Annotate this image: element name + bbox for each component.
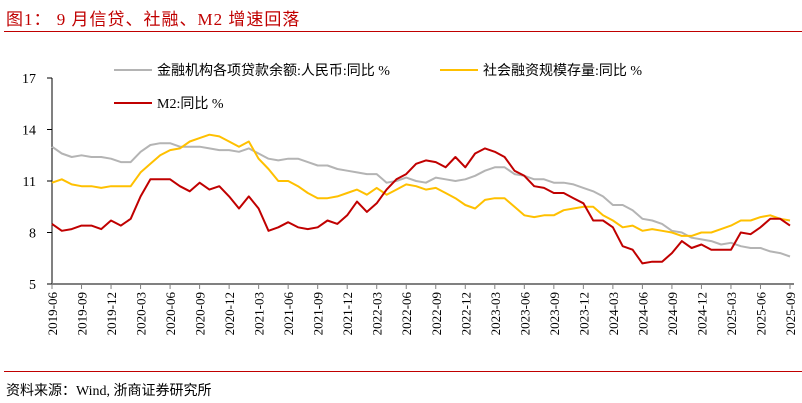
- x-tick-label: 2024-06: [635, 292, 650, 336]
- x-tick-label: 2020-12: [222, 292, 237, 335]
- x-tick-label: 2019-09: [75, 292, 90, 335]
- x-tick-label: 2025-06: [753, 292, 768, 336]
- x-tick-label: 2024-12: [694, 292, 709, 335]
- footer-divider: [4, 371, 802, 372]
- x-tick-label: 2024-09: [665, 292, 680, 335]
- x-tick-label: 2025-09: [783, 292, 798, 335]
- y-tick-label: 8: [29, 227, 36, 242]
- series-line-1: [51, 133, 791, 237]
- x-tick-label: 2019-06: [45, 292, 60, 336]
- x-tick-label: 2020-06: [163, 292, 178, 336]
- y-tick-label: 14: [22, 124, 36, 139]
- x-tick-label: 2023-09: [547, 292, 562, 335]
- x-tick-label: 2022-03: [370, 292, 385, 335]
- legend-label: M2:同比 %: [157, 96, 224, 112]
- y-tick-label: 11: [23, 175, 36, 190]
- x-tick-label: 2021-12: [340, 292, 355, 335]
- x-tick-label: 2022-06: [399, 292, 414, 336]
- title-divider: [4, 31, 802, 32]
- x-tick-label: 2020-09: [193, 292, 208, 335]
- x-tick-label: 2023-12: [576, 292, 591, 335]
- x-tick-label: 2023-06: [517, 292, 532, 336]
- chart-title: 图1： 9 月信贷、社融、M2 增速回落: [6, 10, 301, 29]
- x-tick-label: 2020-03: [134, 292, 149, 335]
- legend-label: 社会融资规模存量:同比 %: [483, 63, 642, 79]
- x-tick-label: 2023-03: [488, 292, 503, 335]
- series-line-2: [51, 147, 791, 265]
- series-line-0: [51, 142, 791, 258]
- x-tick-label: 2022-09: [429, 292, 444, 335]
- y-tick-label: 5: [29, 278, 36, 293]
- x-tick-label: 2024-03: [606, 292, 621, 335]
- x-tick-label: 2021-03: [252, 292, 267, 335]
- source-note: 资料来源：Wind, 浙商证券研究所: [6, 384, 212, 399]
- x-tick-label: 2019-12: [104, 292, 119, 335]
- y-tick-label: 17: [22, 72, 36, 87]
- x-tick-label: 2021-06: [281, 292, 296, 336]
- x-tick-label: 2022-12: [458, 292, 473, 335]
- x-tick-label: 2025-03: [724, 292, 739, 335]
- x-tick-label: 2021-09: [311, 292, 326, 335]
- legend-label: 金融机构各项贷款余额:人民币:同比 %: [157, 62, 390, 79]
